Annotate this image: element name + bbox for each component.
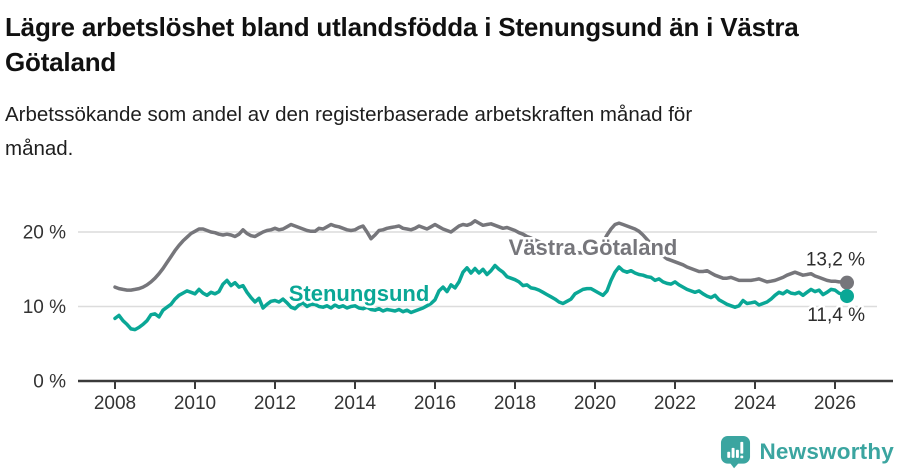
line-v-stra-g-taland: [113, 219, 849, 292]
newsworthy-logo-icon: [721, 436, 751, 469]
brand-footer: Newsworthy: [720, 435, 894, 469]
series-label: Västra Götaland: [509, 235, 678, 260]
y-tick-label: 20 %: [23, 223, 66, 244]
x-tick-label: 2024: [734, 393, 777, 414]
brand-name: Newsworthy: [759, 439, 894, 464]
end-value-label: 11,4 %: [807, 305, 865, 326]
line-stenungsund: [113, 263, 849, 332]
end-point-dot: [840, 275, 854, 290]
x-tick-label: 2022: [654, 393, 696, 414]
chart-subtitle: Arbetssökande som andel av den registerb…: [5, 103, 693, 160]
x-tick-label: 2020: [574, 393, 616, 414]
x-tick-label: 2018: [494, 393, 536, 414]
series-endpoints: 13,2 % 11,4 %: [803, 247, 867, 328]
y-axis: 0 % 10 % 20 %: [23, 223, 66, 393]
chart-title: Lägre arbetslöshet bland utlandsfödda i …: [5, 12, 799, 78]
y-tick-label: 10 %: [23, 297, 66, 318]
x-tick-label: 2008: [94, 393, 136, 414]
y-tick-label: 0 %: [33, 372, 66, 393]
x-tick-label: 2012: [254, 393, 296, 414]
end-point-dot: [840, 289, 854, 304]
x-tick-label: 2010: [174, 393, 216, 414]
x-tick-label: 2026: [814, 393, 856, 414]
x-tick-label: 2016: [414, 393, 456, 414]
series-lines: [113, 219, 849, 332]
x-axis: 2008 2010 2012 2014 2016 2018 2020 2022 2024 2026: [78, 379, 893, 414]
end-value-label: 13,2 %: [806, 250, 865, 271]
series-label: Stenungsund: [289, 281, 430, 306]
series-labels: Västra Götaland Stenungsund: [286, 232, 680, 308]
x-tick-label: 2014: [334, 393, 377, 414]
chart-header: Lägre arbetslöshet bland utlandsfödda i …: [0, 0, 900, 166]
